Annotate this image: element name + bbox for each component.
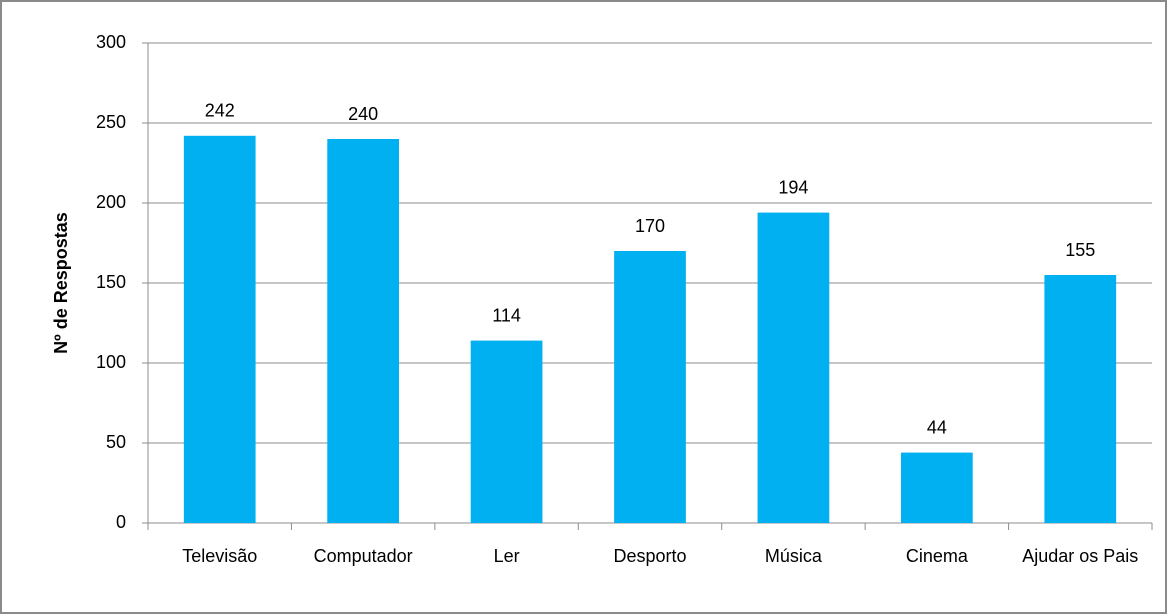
y-tick-label: 200: [96, 192, 126, 212]
x-tick-label: Televisão: [182, 546, 257, 566]
x-tick-label: Desporto: [613, 546, 686, 566]
bar: [327, 139, 399, 523]
data-label: 114: [492, 305, 521, 325]
x-tick-label: Computador: [314, 546, 413, 566]
data-label: 155: [1065, 240, 1095, 260]
y-tick-label: 100: [96, 352, 126, 372]
data-label: 240: [348, 104, 378, 124]
y-tick-label: 300: [96, 32, 126, 52]
data-label: 194: [778, 177, 808, 197]
y-tick-label: 250: [96, 112, 126, 132]
bar: [901, 452, 973, 523]
data-label: 170: [635, 216, 665, 236]
x-tick-label: Ajudar os Pais: [1022, 546, 1138, 566]
y-axis-title: Nº de Respostas: [51, 212, 71, 354]
bar: [614, 251, 686, 523]
bar: [470, 340, 543, 523]
y-tick-label: 150: [96, 272, 126, 292]
y-tick-label: 50: [106, 432, 126, 452]
x-tick-label: Cinema: [906, 546, 969, 566]
x-tick-label: Ler: [494, 546, 520, 566]
x-tick-label: Música: [765, 546, 823, 566]
bar: [1044, 275, 1117, 523]
data-label: 242: [205, 101, 235, 121]
bar: [183, 135, 256, 524]
data-label: 44: [927, 417, 947, 437]
bar: [757, 212, 830, 523]
y-tick-label: 0: [116, 512, 126, 532]
